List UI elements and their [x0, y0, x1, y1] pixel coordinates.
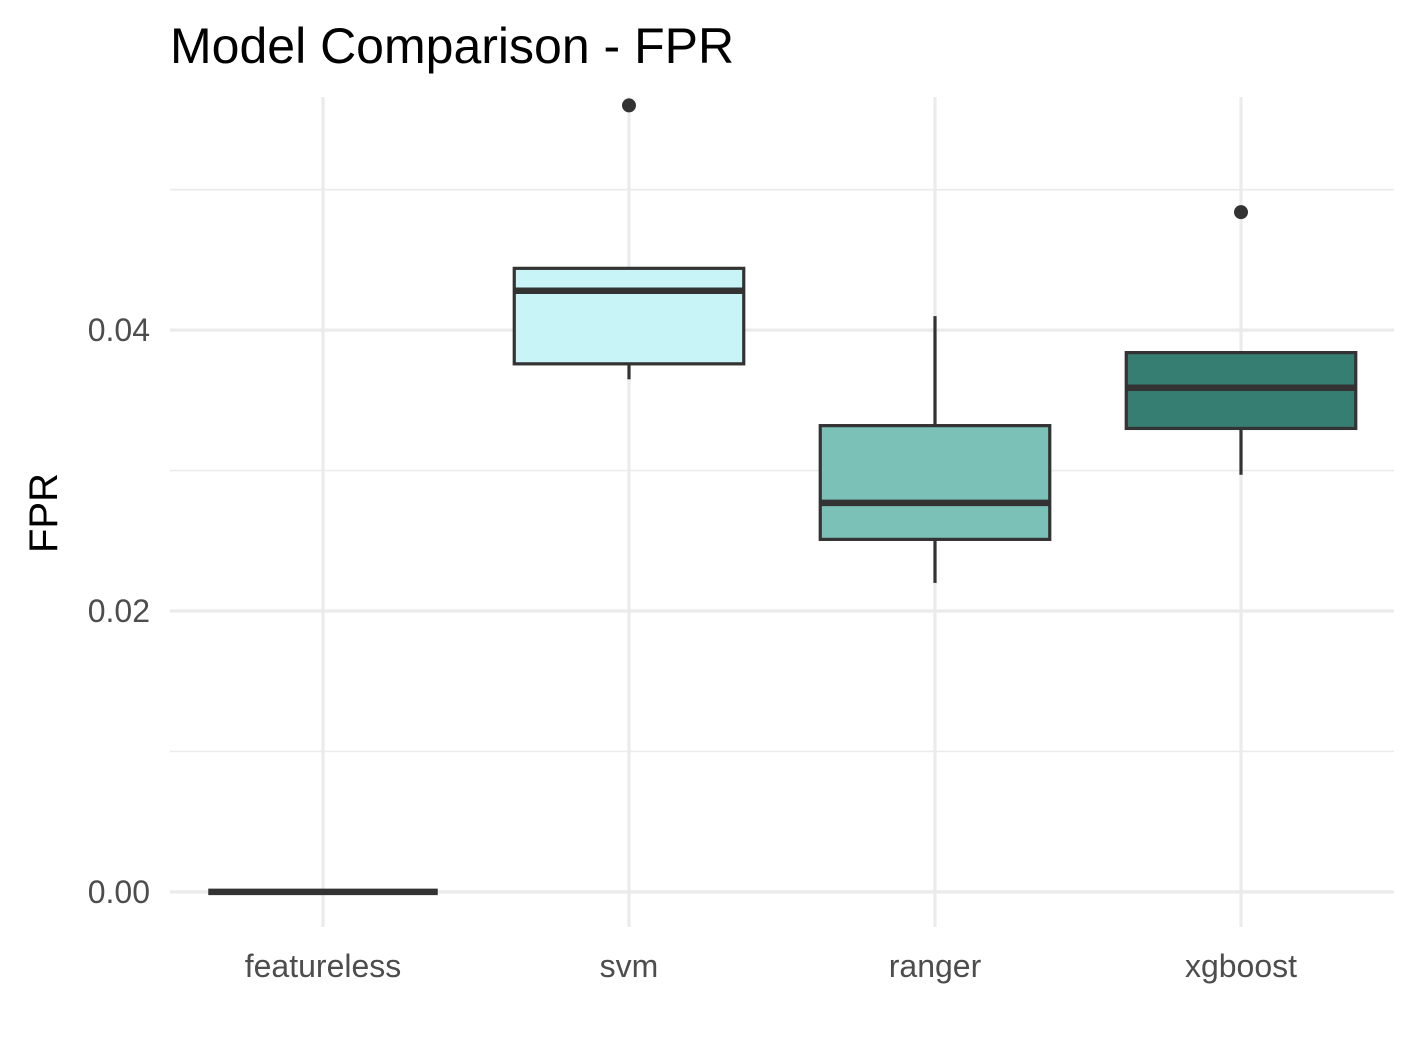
- iqr-box: [818, 424, 1052, 541]
- box-xgboost: [1124, 205, 1358, 475]
- y-tick-label: 0.04: [88, 312, 150, 348]
- boxplot-series: [208, 98, 1358, 896]
- x-axis-ticks: featureless svm ranger xgboost: [245, 948, 1297, 984]
- outlier-point: [622, 98, 636, 113]
- grid-lines: [170, 97, 1394, 927]
- y-axis-title: FPR: [22, 473, 66, 553]
- chart-title: Model Comparison - FPR: [170, 18, 734, 74]
- box-svm: [512, 98, 746, 380]
- y-tick-label: 0.00: [88, 874, 150, 910]
- iqr-box: [512, 266, 746, 366]
- x-tick-label: ranger: [889, 948, 982, 984]
- x-tick-label: xgboost: [1185, 948, 1297, 984]
- x-tick-label: svm: [600, 948, 659, 984]
- y-axis-ticks: 0.00 0.02 0.04: [88, 312, 150, 910]
- outlier-point: [1234, 205, 1248, 220]
- x-tick-label: featureless: [245, 948, 402, 984]
- box-ranger: [818, 316, 1052, 583]
- y-tick-label: 0.02: [88, 593, 150, 629]
